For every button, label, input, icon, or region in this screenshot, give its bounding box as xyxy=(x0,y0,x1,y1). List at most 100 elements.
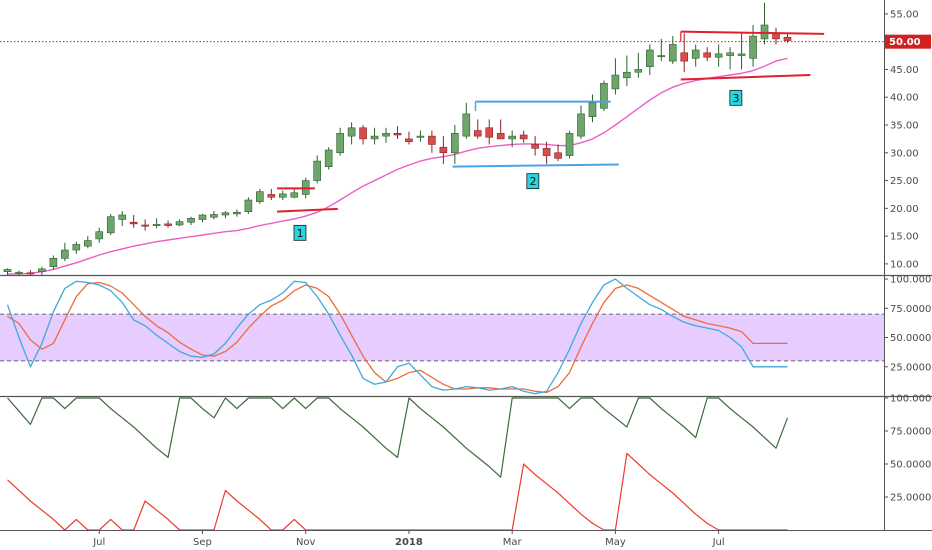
candlestick[interactable] xyxy=(210,211,218,220)
candlestick[interactable] xyxy=(565,130,574,159)
candlestick[interactable] xyxy=(359,125,367,145)
candlestick[interactable] xyxy=(542,141,551,164)
candlestick[interactable] xyxy=(405,131,413,145)
candle-body xyxy=(198,214,207,220)
price-axis-tick-label: 40.00 xyxy=(890,93,919,104)
candlestick[interactable] xyxy=(61,242,69,262)
candlestick[interactable] xyxy=(554,144,562,162)
candlestick[interactable] xyxy=(72,241,81,254)
annotation-number-label: 3 xyxy=(729,89,743,106)
candlestick[interactable] xyxy=(668,36,677,64)
candlestick[interactable] xyxy=(278,190,287,200)
candlestick[interactable] xyxy=(611,58,620,95)
candle-body xyxy=(393,133,402,136)
stochastic-panel[interactable] xyxy=(0,278,884,395)
price-panel[interactable]: 1 2 3 xyxy=(0,2,884,277)
candlestick[interactable] xyxy=(290,188,299,199)
current-price-tag xyxy=(885,34,931,49)
candle-body xyxy=(152,224,161,226)
candle-body xyxy=(749,35,757,59)
aroon-axis-tick-label: 100.0000 xyxy=(890,394,932,405)
time-axis-tick-label: Nov xyxy=(296,537,316,548)
candlestick[interactable] xyxy=(657,38,666,62)
candlestick[interactable] xyxy=(336,127,344,156)
candlestick[interactable] xyxy=(462,102,471,139)
candlestick[interactable] xyxy=(577,105,585,139)
candle-body xyxy=(83,240,92,247)
candlestick[interactable] xyxy=(152,218,161,229)
candlestick[interactable] xyxy=(646,44,654,75)
candlestick[interactable] xyxy=(83,236,92,249)
candlestick[interactable] xyxy=(164,220,172,228)
candlestick[interactable] xyxy=(3,268,12,276)
candlestick[interactable] xyxy=(221,211,230,219)
candlestick[interactable] xyxy=(531,136,539,156)
candlestick[interactable] xyxy=(519,130,528,143)
stochastic-axis-tick-label: 100.0000 xyxy=(890,275,932,286)
candle-body xyxy=(95,231,104,240)
candlestick[interactable] xyxy=(600,80,608,112)
candlestick[interactable] xyxy=(187,216,195,225)
candle-body xyxy=(416,135,425,138)
candlestick[interactable] xyxy=(726,47,734,70)
annotations: 1 2 3 xyxy=(276,30,825,241)
candlestick[interactable] xyxy=(347,122,356,145)
candle-body xyxy=(462,113,471,137)
candlestick[interactable] xyxy=(129,215,138,228)
candlestick[interactable] xyxy=(198,213,207,223)
candlestick[interactable] xyxy=(439,136,448,164)
candlestick[interactable] xyxy=(313,155,321,184)
candlestick[interactable] xyxy=(691,44,700,67)
candlestick[interactable] xyxy=(118,211,126,227)
price-axis-tick-label: 10.00 xyxy=(890,259,919,270)
candle-body xyxy=(278,193,287,198)
candlestick[interactable] xyxy=(508,130,516,148)
candlestick[interactable] xyxy=(26,270,35,275)
candlestick[interactable] xyxy=(175,219,184,227)
candlestick[interactable] xyxy=(623,55,631,87)
candlestick[interactable] xyxy=(680,33,689,73)
candlestick[interactable] xyxy=(428,130,436,153)
candlestick[interactable] xyxy=(783,33,792,43)
candlestick[interactable] xyxy=(496,119,505,140)
candle-body xyxy=(382,133,390,137)
candle-body xyxy=(680,52,689,62)
candle-body xyxy=(600,83,608,109)
candlestick[interactable] xyxy=(267,188,276,200)
candlestick[interactable] xyxy=(106,213,115,235)
candlestick[interactable] xyxy=(703,47,711,62)
candle-body xyxy=(737,53,746,56)
candle-body xyxy=(347,127,356,137)
candlestick[interactable] xyxy=(737,33,746,70)
candlestick[interactable] xyxy=(451,125,459,164)
aroon-up-line xyxy=(7,397,789,478)
candle-body xyxy=(668,44,677,62)
candlestick[interactable] xyxy=(714,44,723,67)
candlestick[interactable] xyxy=(634,52,643,78)
candlestick[interactable] xyxy=(370,127,379,145)
candlestick[interactable] xyxy=(49,255,58,270)
candle-body xyxy=(129,221,138,225)
candle-body xyxy=(565,133,574,156)
candlestick[interactable] xyxy=(141,219,149,231)
candlestick[interactable] xyxy=(256,188,264,204)
stochastic-axis-tick-label: 25.0000 xyxy=(890,362,931,373)
candlestick[interactable] xyxy=(95,227,104,243)
price-axis-tick-label: 30.00 xyxy=(890,148,919,159)
candlestick[interactable] xyxy=(473,119,482,139)
stochastic-axis-tick-label: 50.0000 xyxy=(890,333,931,344)
candlestick[interactable] xyxy=(324,147,333,170)
annotation-label-text: 2 xyxy=(530,175,537,188)
candlestick[interactable] xyxy=(233,209,241,217)
candlestick[interactable] xyxy=(244,197,253,214)
candlestick[interactable] xyxy=(416,130,425,142)
price-axis-tick-label: 15.00 xyxy=(890,232,919,243)
candle-body xyxy=(210,214,218,218)
candle-body xyxy=(519,134,528,140)
candlestick[interactable] xyxy=(382,127,390,143)
candlestick[interactable] xyxy=(393,126,402,139)
candlestick[interactable] xyxy=(588,94,597,123)
candlestick[interactable] xyxy=(38,266,46,277)
candlestick[interactable] xyxy=(485,119,494,145)
